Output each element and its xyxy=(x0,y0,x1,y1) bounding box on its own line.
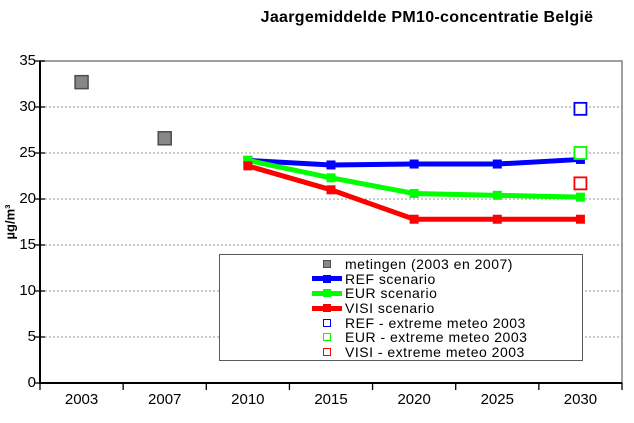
legend-item-metingen: metingen (2003 en 2007) xyxy=(220,256,582,273)
x-tick-label: 2020 xyxy=(397,391,431,408)
legend-marker-metingen-square-icon xyxy=(312,258,342,270)
x-tick-label: 2003 xyxy=(64,391,99,408)
y-tick-label: 35 xyxy=(19,52,36,69)
legend-open-square-sample xyxy=(323,318,331,327)
legend-label: EUR - extreme meteo 2003 xyxy=(345,329,528,346)
legend-item-visi-scenario: VISI scenario xyxy=(220,300,582,317)
legend: metingen (2003 en 2007) REF scenario EUR… xyxy=(219,254,583,361)
legend-filled-square-sample xyxy=(323,260,331,269)
legend-marker-sample xyxy=(323,289,331,298)
legend-marker-eur-line-icon xyxy=(312,287,342,299)
x-tick-label: 2007 xyxy=(148,391,182,408)
y-tick-label: 5 xyxy=(27,328,36,345)
legend-marker-eur-open-square-icon xyxy=(312,331,342,343)
legend-marker-sample xyxy=(323,274,331,283)
legend-label: VISI scenario xyxy=(345,300,435,317)
legend-item-eur-extreme: EUR - extreme meteo 2003 xyxy=(220,329,582,346)
x-tick-label: 2015 xyxy=(314,391,348,408)
legend-marker-sample xyxy=(323,304,331,313)
legend-marker-ref-open-square-icon xyxy=(312,317,342,329)
legend-label: VISI - extreme meteo 2003 xyxy=(345,343,525,360)
legend-item-eur-scenario: EUR scenario xyxy=(220,285,582,302)
y-tick-label: 25 xyxy=(19,144,36,161)
x-tick-label: 2010 xyxy=(231,391,265,408)
legend-marker-ref-line-icon xyxy=(312,273,342,285)
x-tick-label: 2030 xyxy=(563,391,598,408)
legend-open-square-sample xyxy=(323,347,331,356)
legend-label: REF - extreme meteo 2003 xyxy=(345,314,526,331)
legend-item-ref-scenario: REF scenario xyxy=(220,270,582,287)
legend-marker-visi-open-square-icon xyxy=(312,346,342,358)
legend-label: REF scenario xyxy=(345,270,436,287)
legend-label: EUR scenario xyxy=(345,285,438,302)
legend-marker-visi-line-icon xyxy=(312,302,342,314)
legend-open-square-sample xyxy=(323,333,331,342)
y-tick-label: 10 xyxy=(19,282,36,299)
x-tick-label: 2025 xyxy=(480,391,514,408)
y-tick-label: 15 xyxy=(19,236,36,253)
legend-item-ref-extreme: REF - extreme meteo 2003 xyxy=(220,314,582,331)
y-tick-label: 0 xyxy=(27,374,36,391)
y-tick-label: 20 xyxy=(19,190,36,207)
legend-label: metingen (2003 en 2007) xyxy=(345,256,513,273)
chart-title: Jaargemiddelde PM10-concentratie België xyxy=(260,9,594,26)
legend-item-visi-extreme: VISI - extreme meteo 2003 xyxy=(220,343,582,360)
y-tick-label: 30 xyxy=(19,98,36,115)
